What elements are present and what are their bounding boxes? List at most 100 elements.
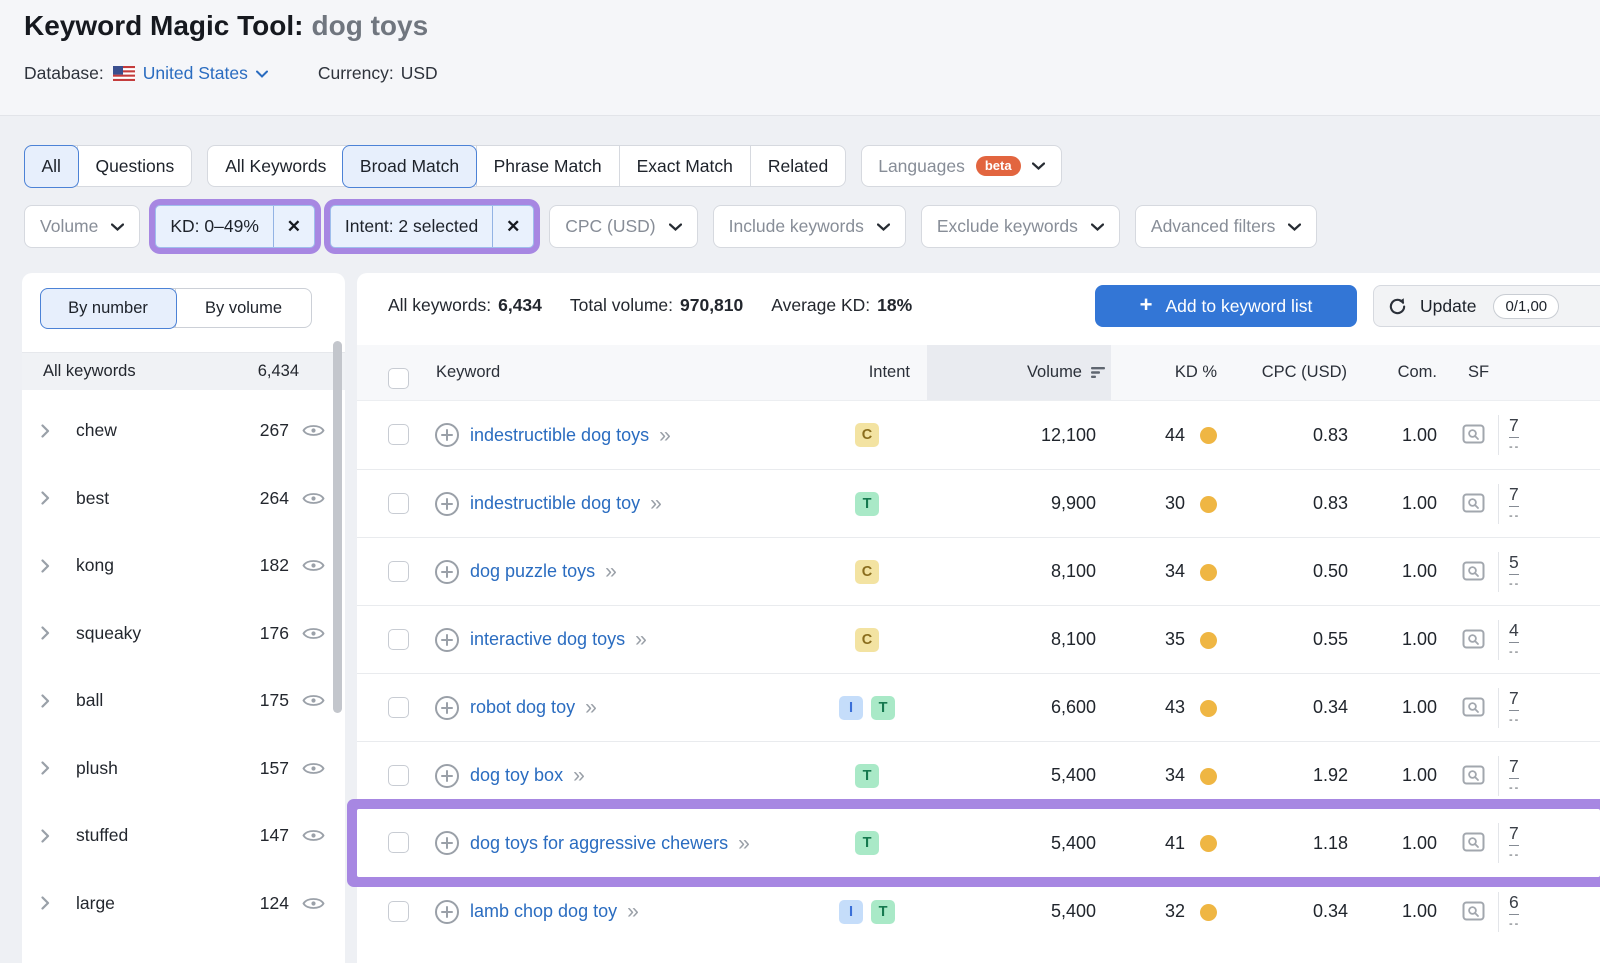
keyword-group-large[interactable]: large 124 [22,870,345,938]
keyword-link[interactable]: indestructible dog toy [470,493,641,513]
keyword-link[interactable]: interactive dog toys [470,629,626,649]
tab-all-keywords[interactable]: All Keywords [225,155,327,176]
eye-icon[interactable] [302,828,325,843]
add-keyword-icon[interactable] [434,763,460,789]
open-keyword-icon[interactable]: » [627,900,639,923]
eye-icon[interactable] [302,896,325,911]
filter-cpc-usd-[interactable]: CPC (USD) [549,205,698,248]
row-checkbox[interactable] [388,629,409,650]
keyword-group-ball[interactable]: ball 175 [22,667,345,735]
row-checkbox[interactable] [388,561,409,582]
keyword-link[interactable]: dog toy box [470,765,564,785]
eye-icon[interactable] [302,626,325,641]
toggle-by-number[interactable]: By number [39,287,177,329]
keyword-group-squeaky[interactable]: squeaky 176 [22,600,345,668]
serp-preview-icon[interactable] [1462,901,1489,924]
eye-icon[interactable] [302,491,325,506]
column-header-sf[interactable]: SF [1468,363,1490,381]
column-header-com[interactable]: Com. [1397,363,1437,381]
add-keyword-icon[interactable] [434,627,460,653]
add-keyword-icon[interactable] [434,422,460,448]
row-checkbox[interactable] [388,493,409,514]
row-checkbox[interactable] [388,765,409,786]
add-keyword-icon[interactable] [434,695,460,721]
open-keyword-icon[interactable]: » [573,764,585,787]
add-keyword-icon[interactable] [434,899,460,925]
keyword-group-chew[interactable]: chew 267 [22,397,345,465]
tab-questions[interactable]: Questions [77,146,191,186]
open-keyword-icon[interactable]: » [659,423,671,447]
eye-icon[interactable] [302,558,325,573]
open-keyword-icon[interactable]: » [650,492,662,515]
tab-broad-match[interactable]: Broad Match [341,144,478,188]
serp-preview-icon[interactable] [1462,493,1489,516]
tab-phrase-match[interactable]: Phrase Match [475,146,619,186]
toggle-by-volume[interactable]: By volume [175,289,311,327]
remove-filter-icon[interactable]: ✕ [286,216,302,236]
add-keyword-icon[interactable] [434,491,460,517]
row-checkbox[interactable] [388,901,409,922]
serp-preview-icon[interactable] [1462,832,1489,855]
select-all-checkbox[interactable] [388,368,409,389]
sf-value[interactable]: 7 [1509,484,1519,507]
filter-kd-0-49-[interactable]: KD: 0–49% ✕ [155,205,315,248]
add-keyword-icon[interactable] [434,559,460,585]
keyword-group-kong[interactable]: kong 182 [22,532,345,600]
row-checkbox[interactable] [388,697,409,718]
filter-volume[interactable]: Volume [24,205,141,248]
sf-value[interactable]: 6 [1509,892,1519,915]
sidebar-scrollbar[interactable] [333,341,342,713]
column-header-kd[interactable]: KD % [1174,363,1217,381]
serp-preview-icon[interactable] [1462,697,1489,720]
serp-preview-icon[interactable] [1462,561,1489,584]
database-selector[interactable]: United States [143,63,268,84]
sf-value[interactable]: 7 [1509,756,1519,779]
sf-cell: 4 -- [1509,620,1520,658]
sf-subvalue: -- [1509,510,1521,522]
sf-value[interactable]: 4 [1509,620,1519,643]
keyword-link[interactable]: lamb chop dog toy [470,901,618,921]
keyword-link[interactable]: robot dog toy [470,697,576,717]
sort-descending-icon [1091,366,1107,379]
serp-preview-icon[interactable] [1462,424,1489,447]
keyword-group-best[interactable]: best 264 [22,465,345,533]
open-keyword-icon[interactable]: » [635,628,647,651]
eye-icon[interactable] [302,761,325,776]
row-checkbox[interactable] [388,424,409,445]
serp-preview-icon[interactable] [1462,629,1489,652]
filter-include-keywords[interactable]: Include keywords [712,205,906,248]
keyword-link[interactable]: dog toys for aggressive chewers [470,832,729,853]
all-keywords-row[interactable]: All keywords 6,434 [22,352,345,390]
keyword-link[interactable]: indestructible dog toys [470,424,650,445]
serp-preview-icon[interactable] [1462,765,1489,788]
eye-icon[interactable] [302,423,325,438]
column-header-volume[interactable]: Volume [927,345,1111,400]
column-header-keyword[interactable]: Keyword [436,363,501,381]
sf-value[interactable]: 7 [1509,415,1519,438]
open-keyword-icon[interactable]: » [605,560,617,583]
open-keyword-icon[interactable]: » [585,696,597,719]
filter-intent-2-selected[interactable]: Intent: 2 selected ✕ [329,205,535,248]
tab-exact-match[interactable]: Exact Match [618,146,750,186]
update-button[interactable]: Update 0/1,00 [1373,285,1600,327]
tab-all[interactable]: All [23,144,79,188]
eye-icon[interactable] [302,693,325,708]
filter-exclude-keywords[interactable]: Exclude keywords [920,205,1120,248]
row-checkbox[interactable] [388,832,409,853]
keyword-group-stuffed[interactable]: stuffed 147 [22,802,345,870]
keyword-link[interactable]: dog puzzle toys [470,561,596,581]
sf-value[interactable]: 7 [1509,688,1519,711]
add-keyword-icon[interactable] [434,830,460,856]
filter-advanced-filters[interactable]: Advanced filters [1134,205,1318,248]
column-header-cpc[interactable]: CPC (USD) [1261,363,1347,381]
open-keyword-icon[interactable]: » [738,831,750,855]
column-header-intent[interactable]: Intent [868,363,910,381]
sf-value[interactable]: 7 [1509,823,1519,846]
add-to-keyword-list-button[interactable]: + Add to keyword list [1095,285,1357,327]
remove-filter-icon[interactable]: ✕ [506,216,521,236]
languages-dropdown[interactable]: Languages beta [861,145,1062,187]
tab-related[interactable]: Related [749,146,845,186]
total-volume-stat-label: Total volume: [569,294,673,315]
keyword-group-plush[interactable]: plush 157 [22,735,345,803]
sf-value[interactable]: 5 [1509,552,1519,575]
